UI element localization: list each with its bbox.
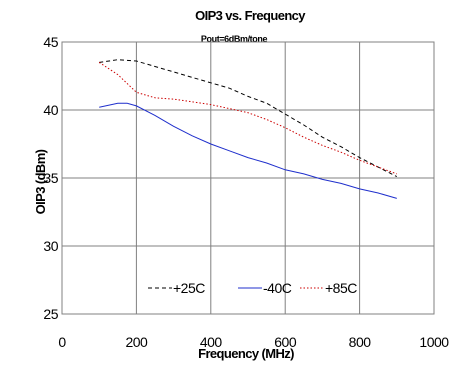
y-tick-label: 25	[43, 306, 58, 322]
plot-frame	[61, 41, 435, 315]
y-axis-tick-labels: 25 30 35 40 45	[43, 34, 59, 322]
series-line	[99, 59, 398, 178]
x-tick-label: 200	[125, 334, 148, 350]
chart-title: OIP3 vs. Frequency	[195, 8, 306, 23]
x-axis-tick-labels: 0 200 400 600 800 1000	[58, 334, 449, 350]
legend: +25C -40C +85C	[148, 280, 358, 296]
x-tick-label: 800	[349, 334, 372, 350]
y-axis-label: OIP3 (dBm)	[33, 149, 48, 214]
legend-label: +25C	[173, 280, 205, 296]
y-tick-label: 35	[43, 170, 58, 186]
y-tick-label: 30	[43, 238, 58, 254]
x-tick-label: 400	[200, 334, 223, 350]
series-line	[99, 102, 397, 199]
y-tick-label: 40	[43, 102, 58, 118]
series-lines	[98, 59, 398, 199]
x-tick-label: 1000	[419, 334, 449, 350]
grid-lines	[62, 42, 434, 314]
chart-subtitle: Pout=6dBm/tone	[201, 34, 268, 44]
x-tick-label: 0	[58, 334, 66, 350]
y-tick-label: 45	[43, 34, 58, 50]
series-line	[98, 61, 397, 175]
legend-label: -40C	[263, 280, 292, 296]
x-tick-label: 600	[274, 334, 297, 350]
legend-label: +85C	[325, 280, 357, 296]
x-axis-label: Frequency (MHz)	[198, 346, 294, 361]
